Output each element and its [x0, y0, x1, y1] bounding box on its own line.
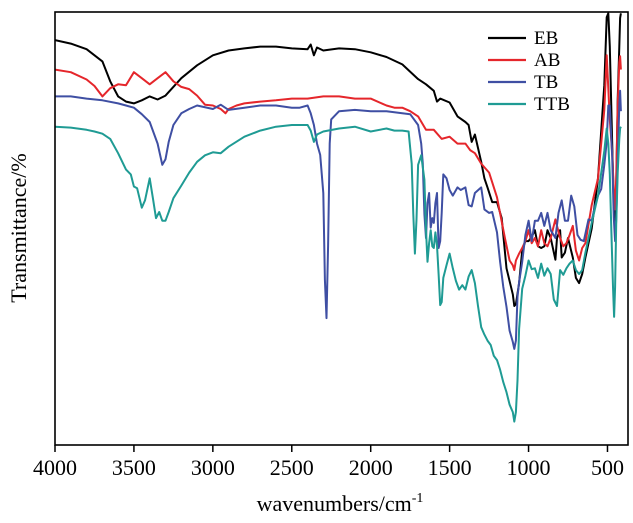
- legend-label-ab: AB: [534, 50, 560, 71]
- x-tick-label: 1000: [507, 455, 551, 480]
- x-axis-label: wavenumbers/cm-1: [257, 491, 424, 516]
- legend-label-tb: TB: [534, 72, 558, 93]
- y-axis-label: Transmittance/%: [6, 153, 31, 303]
- x-tick-label: 3500: [112, 455, 156, 480]
- legend-label-ttb: TTB: [534, 94, 570, 115]
- x-axis-ticks: 4000 3500 3000 2500 2000 1500 1000 500: [33, 445, 624, 480]
- series-line-tb: [55, 89, 622, 350]
- x-tick-label: 2500: [270, 455, 314, 480]
- x-tick-label: 4000: [33, 455, 77, 480]
- plot-frame: [54, 11, 629, 446]
- x-axis-label-text: wavenumbers/cm: [257, 491, 412, 516]
- series-line-ttb: [55, 124, 622, 423]
- x-axis-label-superscript: -1: [412, 491, 424, 506]
- series-line-ab: [55, 54, 622, 272]
- x-tick-label: 500: [591, 455, 624, 480]
- x-tick-label: 2000: [349, 455, 393, 480]
- legend-label-eb: EB: [534, 28, 558, 49]
- series-group: [55, 12, 622, 423]
- x-tick-label: 1500: [428, 455, 472, 480]
- x-tick-label: 3000: [191, 455, 235, 480]
